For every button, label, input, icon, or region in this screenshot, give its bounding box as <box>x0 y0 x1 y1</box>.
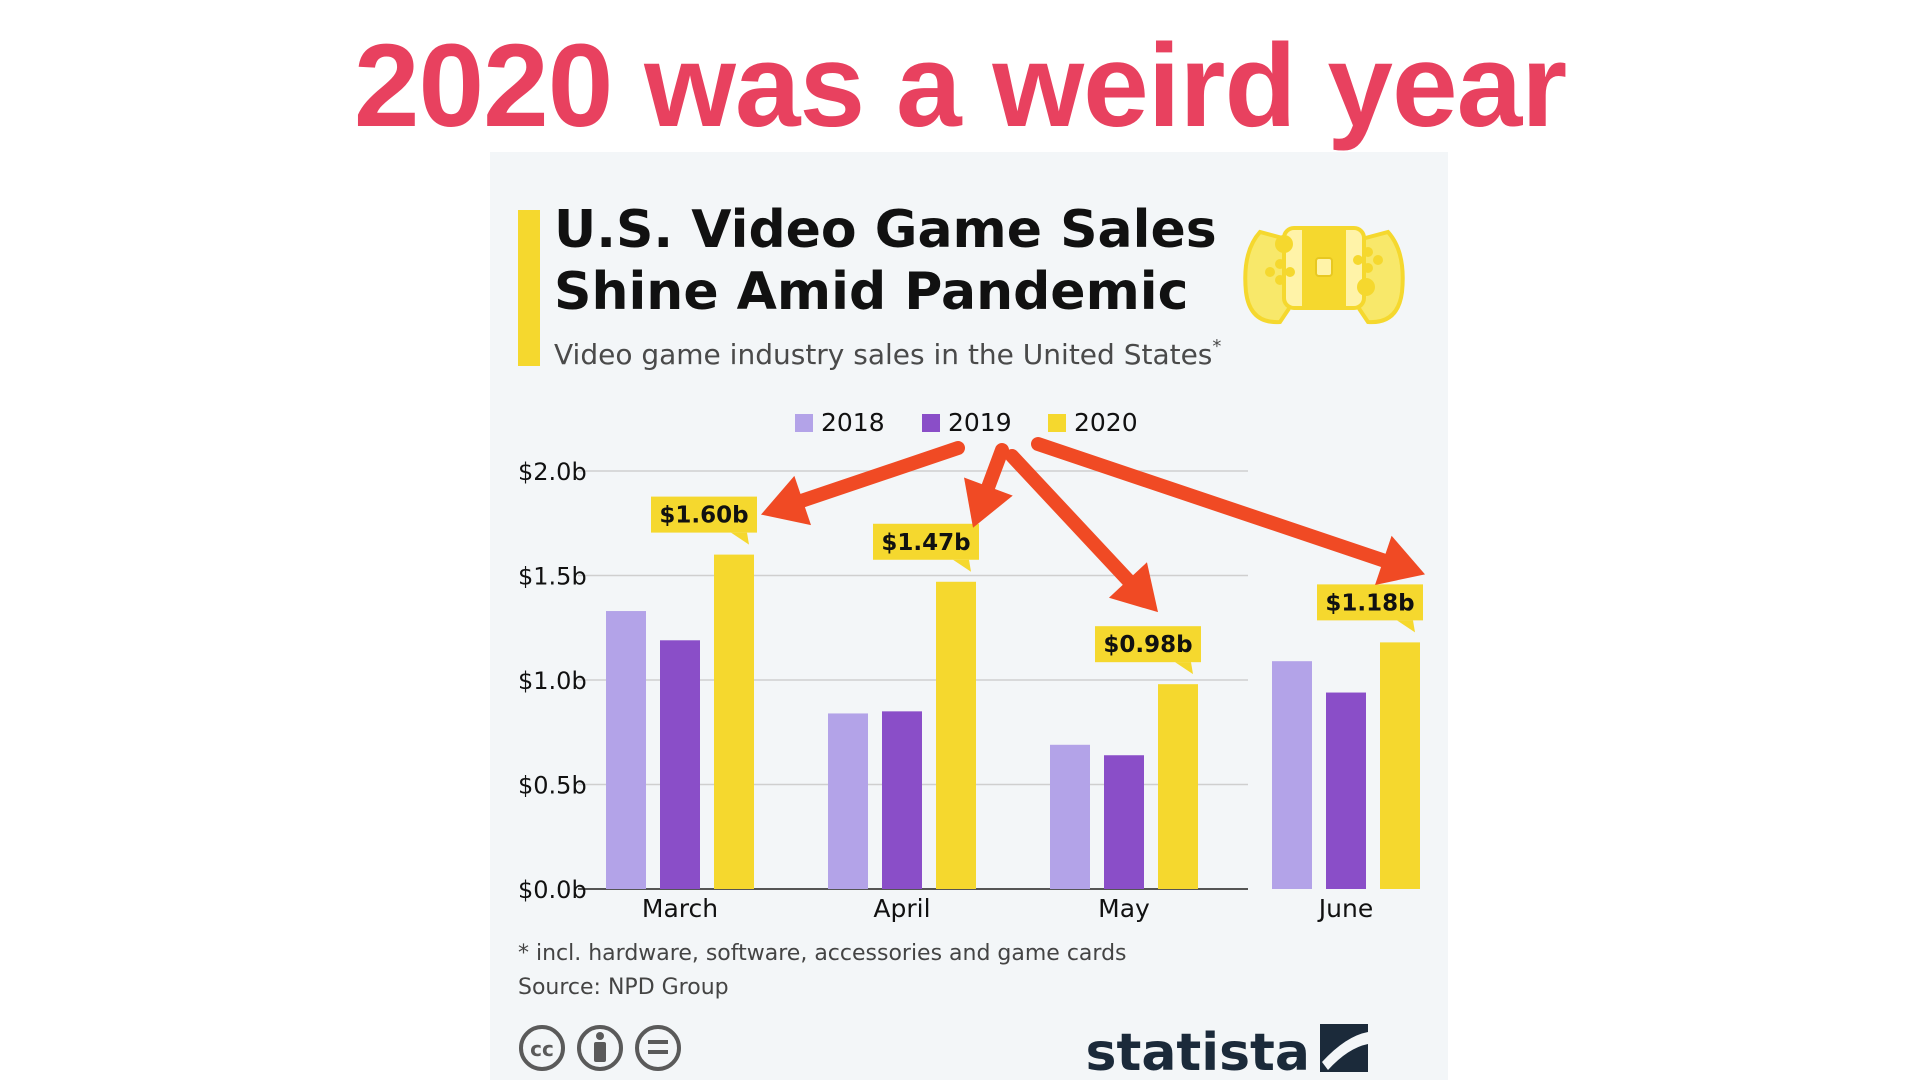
bar-2018-may <box>1050 744 1090 889</box>
data-label-box <box>873 523 979 560</box>
arrow-shaft <box>1005 449 1135 588</box>
x-tick-label: April <box>873 894 930 923</box>
bar-2020-june <box>1380 642 1420 889</box>
data-label-text: $1.18b <box>1325 590 1414 616</box>
data-label-pointer <box>731 532 749 545</box>
title-accent-bar <box>518 210 540 366</box>
annotation-arrow <box>1031 437 1425 585</box>
bar-2020-march <box>714 554 754 889</box>
arrow-head <box>964 477 1013 528</box>
legend-label-2019: 2019 <box>948 408 1012 437</box>
data-label-box <box>1095 626 1201 663</box>
x-tick-label: May <box>1098 894 1150 923</box>
cc-icon-label: cc <box>530 1037 554 1061</box>
x-tick-label: June <box>1317 894 1373 923</box>
data-label-2020: $0.98b <box>1095 626 1201 675</box>
y-tick-label: $2.0b <box>518 458 587 486</box>
annotation-arrow <box>1005 449 1158 613</box>
chart-svg: U.S. Video Game Sales Shine Amid Pandemi… <box>518 200 1425 1080</box>
statista-wordmark: statista <box>1086 1023 1310 1080</box>
attribution-icon[interactable] <box>577 1025 623 1071</box>
legend-label-2020: 2020 <box>1074 408 1138 437</box>
annotation-arrows <box>761 437 1425 613</box>
chart-subtitle: Video game industry sales in the United … <box>554 336 1221 371</box>
arrow-head <box>1375 535 1425 585</box>
bar-2019-march <box>660 640 700 889</box>
legend-swatch-2018 <box>795 414 813 432</box>
infographic-card: U.S. Video Game Sales Shine Amid Pandemi… <box>490 152 1448 1080</box>
bar-2019-june <box>1326 692 1366 889</box>
x-tick-label: March <box>642 894 718 923</box>
chart-legend: 2018 2019 2020 <box>795 408 1138 437</box>
bar-2018-april <box>828 713 868 889</box>
legend-label-2018: 2018 <box>821 408 885 437</box>
data-label-box <box>651 496 757 533</box>
y-tick-label: $1.0b <box>518 667 587 695</box>
x-axis-ticks: March April May June <box>642 894 1373 923</box>
chart-title-line2: Shine Amid Pandemic <box>554 262 1188 322</box>
subtitle-asterisk: * <box>1212 336 1221 357</box>
license-icons: cc <box>519 1025 681 1071</box>
bar-2019-may <box>1104 755 1144 889</box>
y-tick-label: $0.5b <box>518 772 587 800</box>
footnote: * incl. hardware, software, accessories … <box>518 941 1127 966</box>
y-tick-label: $1.5b <box>518 563 587 591</box>
y-axis-ticks: $0.0b $0.5b $1.0b $1.5b $2.0b <box>518 458 587 904</box>
data-label-pointer <box>1397 620 1415 633</box>
bar-2019-april <box>882 711 922 889</box>
statista-mark-icon <box>1320 1024 1368 1072</box>
data-label-box <box>1317 584 1423 621</box>
no-derivatives-icon[interactable] <box>635 1025 681 1071</box>
bar-2020-april <box>936 581 976 889</box>
data-label-2020: $1.60b <box>651 496 757 545</box>
arrow-shaft <box>1031 437 1391 568</box>
legend-swatch-2020 <box>1048 414 1066 432</box>
source-note: Source: NPD Group <box>518 975 729 1000</box>
data-label-text: $1.47b <box>881 530 970 556</box>
annotation-arrow <box>964 443 1013 528</box>
chart-title-line1: U.S. Video Game Sales <box>554 200 1217 260</box>
data-label-text: $0.98b <box>1103 632 1192 658</box>
data-label-2020: $1.47b <box>873 523 979 572</box>
data-label-pointer <box>953 559 971 572</box>
cc-icon[interactable]: cc <box>519 1025 565 1071</box>
bar-2018-june <box>1272 661 1312 889</box>
arrow-shaft <box>795 441 965 508</box>
data-label-2020: $1.18b <box>1317 584 1423 633</box>
legend-swatch-2019 <box>922 414 940 432</box>
headline: 2020 was a weird year <box>353 20 1567 152</box>
game-controller-icon <box>1243 226 1405 325</box>
annotation-arrow <box>761 441 965 526</box>
chart-subtitle-text: Video game industry sales in the United … <box>554 338 1212 371</box>
data-label-text: $1.60b <box>659 503 748 529</box>
bar-2020-may <box>1158 684 1198 889</box>
y-tick-label: $0.0b <box>518 876 587 904</box>
bar-2018-march <box>606 611 646 889</box>
arrow-shaft <box>981 443 1009 494</box>
arrow-head <box>761 475 812 526</box>
data-labels: $1.60b $1.47b $0.98b $1.18b <box>651 496 1423 675</box>
bars <box>606 554 1420 889</box>
arrow-head <box>1108 562 1158 613</box>
data-label-pointer <box>1175 662 1193 675</box>
statista-logo[interactable]: statista <box>1086 1023 1368 1080</box>
